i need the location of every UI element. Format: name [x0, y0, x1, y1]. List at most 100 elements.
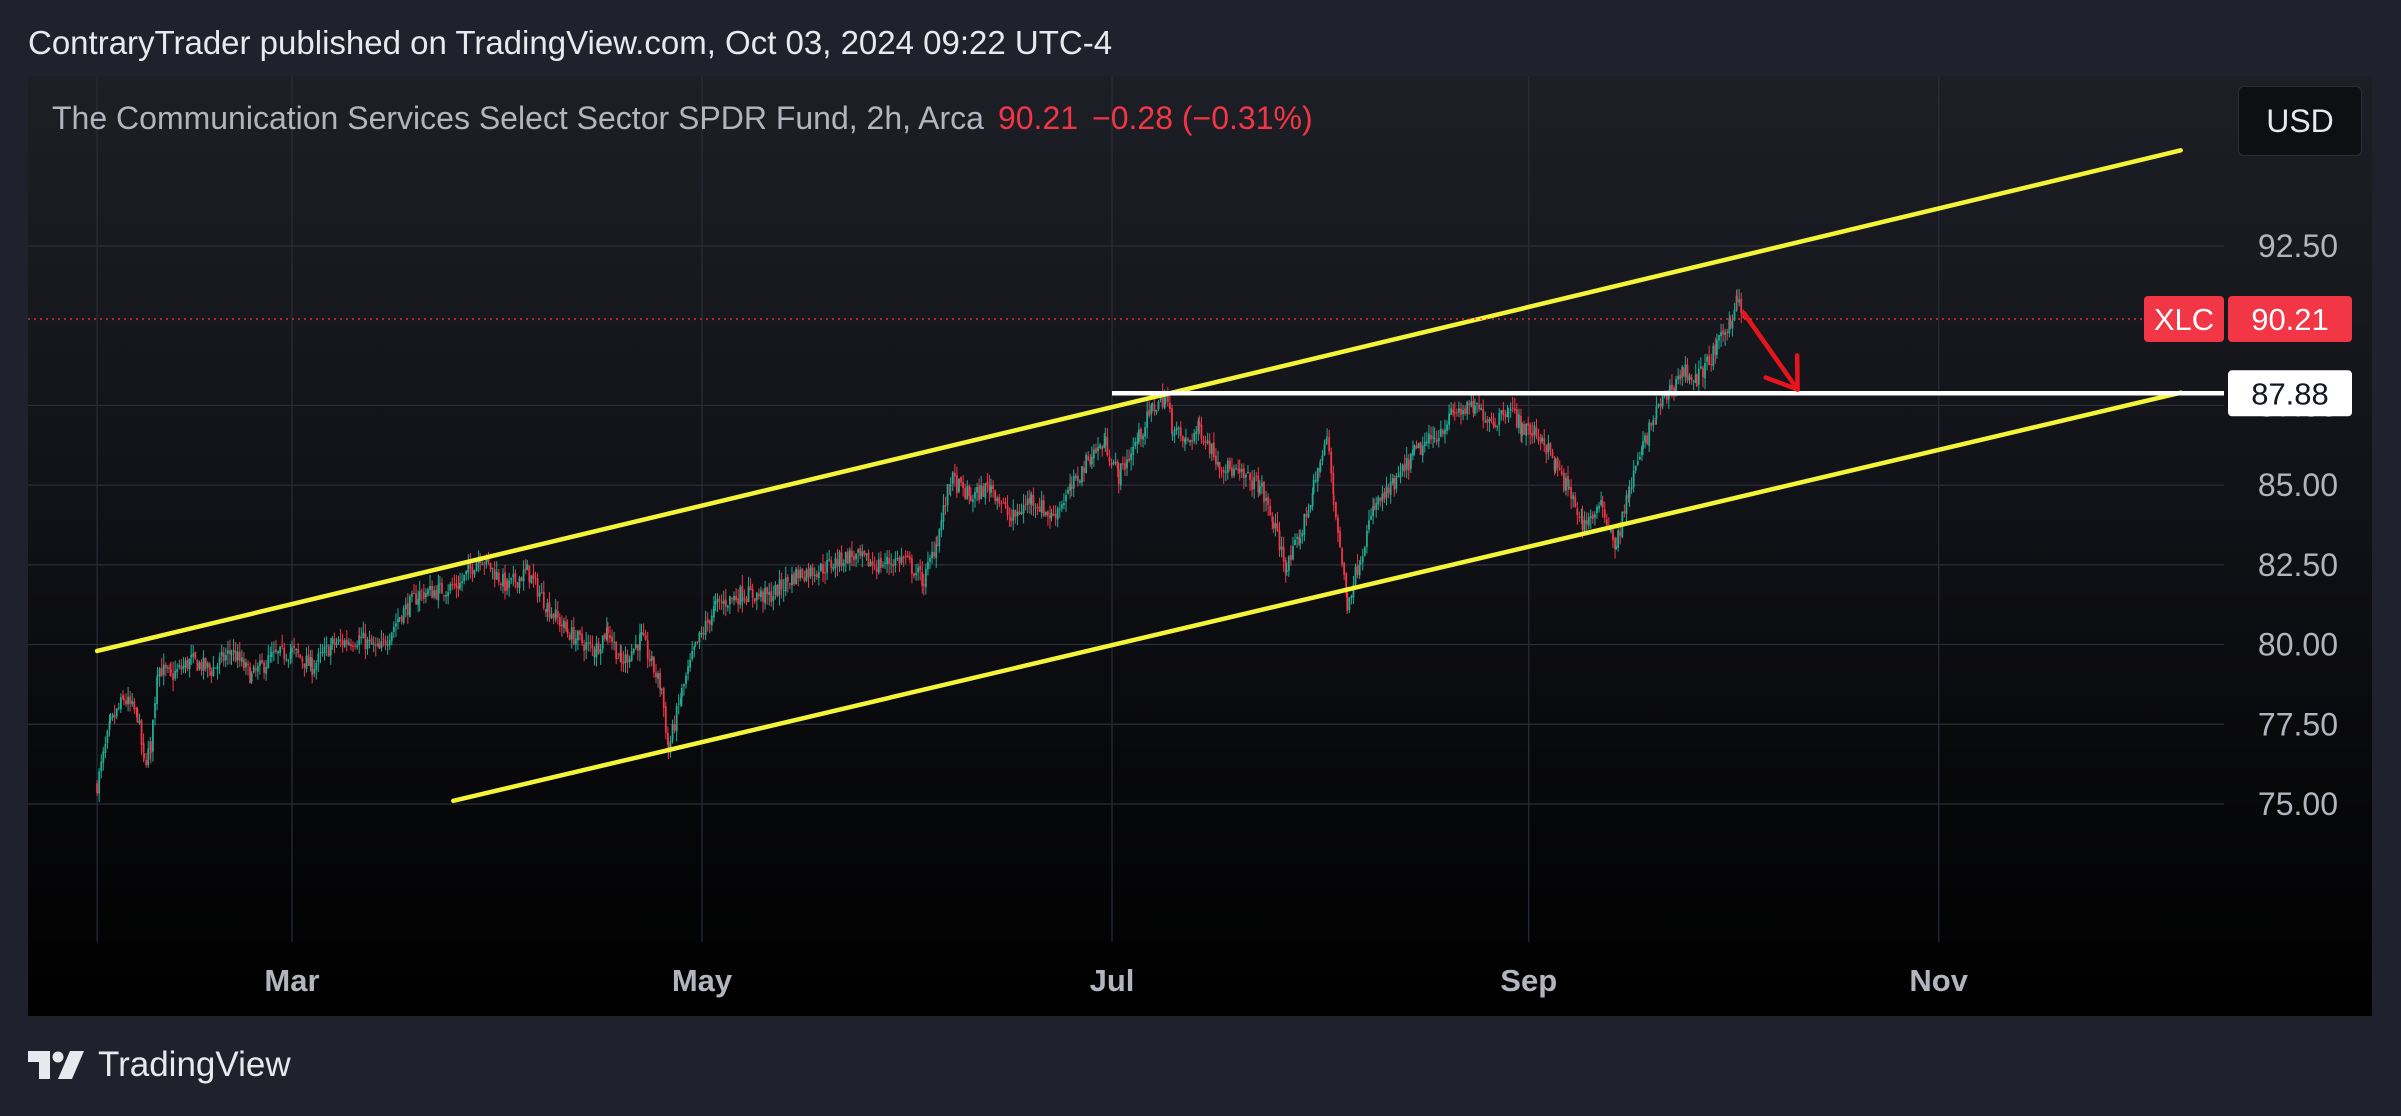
- candle-body: [1373, 506, 1376, 509]
- candle-body: [1675, 379, 1677, 393]
- candle-body: [1359, 562, 1362, 564]
- candle-body: [662, 688, 665, 708]
- candle: [524, 559, 527, 574]
- candle: [113, 704, 116, 724]
- candle-body: [1352, 584, 1355, 598]
- candle-body: [1330, 451, 1333, 474]
- candle: [102, 747, 105, 771]
- candle: [1558, 460, 1561, 471]
- candle-body: [768, 591, 771, 596]
- candle: [1038, 497, 1041, 512]
- candle-body: [142, 743, 145, 753]
- candle-body: [1736, 296, 1738, 302]
- candle-body: [208, 664, 211, 670]
- candle: [1409, 452, 1412, 473]
- candle: [1014, 509, 1017, 524]
- candle-body: [683, 684, 685, 687]
- candle: [873, 556, 876, 571]
- candle-body: [234, 650, 237, 662]
- candle: [1020, 503, 1023, 515]
- candle: [733, 591, 735, 606]
- currency-button[interactable]: USD: [2238, 86, 2362, 156]
- candle-body: [1272, 521, 1275, 529]
- candle-body: [119, 697, 122, 710]
- candle: [1415, 440, 1418, 449]
- candle: [1142, 433, 1144, 448]
- candle: [589, 635, 592, 652]
- candle: [1441, 428, 1444, 438]
- candle: [605, 617, 608, 642]
- candle-body: [1506, 411, 1509, 417]
- candle-body: [1399, 472, 1402, 478]
- candle-body: [406, 603, 409, 616]
- candle: [1488, 417, 1491, 432]
- candle-body: [514, 573, 517, 583]
- candle-body: [1038, 506, 1041, 512]
- candle: [966, 480, 969, 501]
- price-tick-label: 85.00: [2258, 467, 2338, 503]
- candle-body: [869, 562, 872, 567]
- candle-body: [677, 703, 680, 705]
- candle: [591, 635, 594, 657]
- candle-body: [283, 648, 286, 659]
- candle-body: [1706, 356, 1708, 362]
- candle: [1323, 439, 1326, 457]
- candle: [1500, 409, 1503, 421]
- candle-body: [1265, 497, 1267, 501]
- candle: [347, 638, 350, 647]
- candle-body: [204, 658, 207, 670]
- candle-body: [1439, 428, 1442, 437]
- candle: [1623, 504, 1626, 518]
- candle: [1699, 357, 1702, 370]
- candle-body: [698, 632, 701, 643]
- candle: [317, 647, 320, 673]
- candle: [563, 617, 565, 634]
- candle-body: [694, 641, 697, 647]
- candle: [1058, 501, 1061, 518]
- candle-body: [122, 695, 124, 698]
- time-axis[interactable]: Mar May Jul Sep Nov: [264, 963, 1968, 998]
- candle-body: [404, 604, 407, 610]
- candle-body: [1387, 487, 1390, 493]
- candle: [1551, 448, 1554, 459]
- candle: [1000, 500, 1003, 514]
- candle: [402, 605, 405, 625]
- candle-body: [552, 613, 555, 618]
- candle: [1474, 398, 1476, 416]
- candle: [420, 588, 423, 602]
- candle-body: [1076, 476, 1079, 482]
- candle-body: [1069, 483, 1072, 491]
- candle: [190, 644, 193, 665]
- candle: [1018, 504, 1021, 516]
- candle-body: [1385, 485, 1388, 498]
- candle: [679, 692, 682, 707]
- candle-body: [996, 498, 999, 502]
- candle: [499, 581, 502, 591]
- candle-body: [855, 553, 857, 560]
- candle: [1387, 483, 1390, 499]
- candle-body: [1478, 404, 1480, 410]
- candle: [431, 580, 434, 599]
- candle-body: [842, 563, 845, 567]
- candle: [1032, 487, 1035, 517]
- candle: [339, 628, 342, 647]
- candle: [1391, 473, 1394, 486]
- candle: [1150, 403, 1153, 422]
- candle-body: [1159, 395, 1162, 401]
- candle: [1740, 292, 1743, 323]
- candle: [822, 554, 824, 583]
- candle-body: [689, 659, 692, 668]
- candle-body: [538, 592, 541, 597]
- candle-body: [1028, 497, 1031, 504]
- candle-body: [249, 666, 252, 684]
- candle: [514, 569, 517, 589]
- candle: [664, 701, 667, 740]
- candle-body: [198, 662, 201, 670]
- candle-body: [311, 658, 314, 676]
- candle: [675, 703, 678, 742]
- candle: [518, 575, 521, 594]
- candle-body: [1146, 411, 1149, 428]
